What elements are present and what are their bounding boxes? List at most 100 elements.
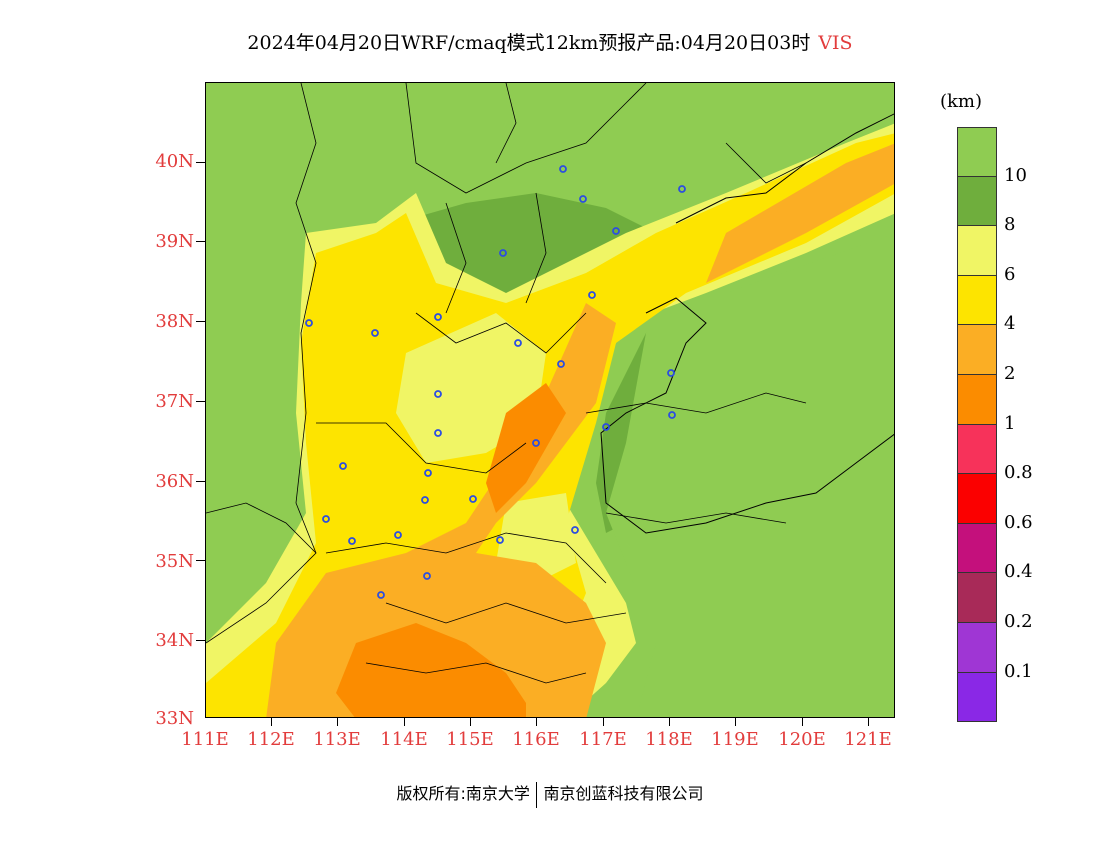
vis-2-4-band: [266, 303, 616, 717]
map-panel: [205, 82, 895, 718]
colorbar-segment: [957, 523, 997, 574]
lon-tick: [735, 718, 736, 726]
colorbar-segment: [957, 176, 997, 227]
station-marker: [423, 572, 431, 580]
lat-label: 38N: [155, 311, 194, 332]
copyright-left: 版权所有:南京大学: [396, 784, 530, 803]
station-marker: [394, 531, 402, 539]
lat-label: 34N: [155, 630, 194, 651]
lat-tick: [196, 162, 205, 163]
colorbar-label: 0.8: [1004, 462, 1033, 484]
vis-over-10-east: [606, 233, 894, 717]
colorbar-label: 4: [1004, 313, 1016, 335]
station-marker: [612, 227, 620, 235]
lat-label: 37N: [155, 391, 194, 412]
station-markers: [305, 165, 686, 599]
colorbar-segment: [957, 325, 997, 375]
station-marker: [434, 313, 442, 321]
lon-tick: [802, 718, 803, 726]
lon-tick: [271, 718, 272, 726]
variable-name: VIS: [818, 32, 853, 54]
province-boundaries: [206, 83, 807, 684]
colorbar-label: 0.2: [1004, 611, 1033, 632]
station-marker: [434, 429, 442, 437]
station-marker: [377, 591, 385, 599]
colorbar-segment: [957, 672, 997, 723]
footer: 版权所有:南京大学 南京创蓝科技有限公司: [0, 780, 1100, 808]
lon-tick: [868, 718, 869, 726]
colorbar-segment: [957, 474, 997, 524]
lon-tick: [536, 718, 537, 726]
lon-label: 120E: [778, 729, 826, 750]
lat-label: 35N: [155, 551, 194, 572]
lon-label: 115E: [446, 729, 494, 750]
station-marker: [499, 249, 507, 257]
lon-tick: [404, 718, 405, 726]
lon-tick: [470, 718, 471, 726]
colorbar: [957, 127, 997, 723]
station-marker: [322, 515, 330, 523]
lat-tick: [196, 560, 205, 561]
colorbar-label: 2: [1004, 363, 1016, 384]
vis-2-4-area: [706, 143, 894, 283]
colorbar-segment: [957, 622, 997, 673]
station-marker: [348, 537, 356, 545]
colorbar-segment: [957, 226, 997, 276]
colorbar-label: 10: [1004, 164, 1027, 186]
coastline: [600, 113, 894, 534]
lat-tick: [196, 401, 205, 402]
station-marker: [557, 360, 565, 368]
station-marker: [532, 439, 540, 447]
colorbar-label: 0.4: [1004, 561, 1033, 583]
station-marker: [559, 165, 567, 173]
station-marker: [571, 526, 579, 534]
lon-tick: [337, 718, 338, 726]
vis-1-2-area-b: [486, 383, 566, 513]
visibility-map: [206, 83, 894, 717]
station-marker: [602, 423, 610, 431]
station-marker: [678, 185, 686, 193]
vis-1-2-area: [336, 623, 526, 717]
station-marker: [305, 319, 313, 327]
colorbar-segment: [957, 275, 997, 326]
legend-unit: (km): [940, 91, 983, 112]
station-marker: [496, 536, 504, 544]
station-marker: [371, 329, 379, 337]
lon-label: 117E: [579, 729, 627, 750]
station-marker: [339, 462, 347, 470]
lon-tick: [603, 718, 604, 726]
colorbar-segment: [957, 424, 997, 475]
lat-label: 36N: [155, 471, 194, 492]
station-marker: [579, 195, 587, 203]
lon-label: 111E: [181, 729, 229, 750]
title-text: 2024年04月20日WRF/cmaq模式12km预报产品:04月20日03时: [247, 32, 811, 54]
colorbar-label: 0.6: [1004, 511, 1033, 533]
colorbar-label: 6: [1004, 263, 1016, 285]
lat-tick: [196, 321, 205, 322]
chart-title: 2024年04月20日WRF/cmaq模式12km预报产品:04月20日03时 V…: [0, 28, 1100, 55]
station-marker: [668, 411, 676, 419]
lat-tick: [196, 640, 205, 641]
colorbar-segment: [957, 127, 997, 177]
colorbar-label: 8: [1004, 214, 1016, 236]
copyright-right: 南京创蓝科技有限公司: [543, 784, 704, 803]
colorbar-label: 0.1: [1004, 660, 1033, 682]
colorbar-label: 1: [1004, 412, 1016, 434]
lat-label: 33N: [155, 708, 194, 729]
lon-label: 116E: [512, 729, 560, 750]
lat-label: 39N: [155, 231, 194, 252]
lon-label: 114E: [380, 729, 428, 750]
lon-tick: [669, 718, 670, 726]
station-marker: [424, 469, 432, 477]
lon-label: 121E: [844, 729, 892, 750]
lat-label: 40N: [155, 151, 194, 172]
station-marker: [421, 496, 429, 504]
lat-tick: [196, 481, 205, 482]
footer-separator: [535, 781, 538, 808]
lon-label: 112E: [247, 729, 295, 750]
station-marker: [469, 495, 477, 503]
station-marker: [667, 369, 675, 377]
colorbar-segment: [957, 573, 997, 623]
station-marker: [514, 339, 522, 347]
lon-label: 119E: [711, 729, 759, 750]
